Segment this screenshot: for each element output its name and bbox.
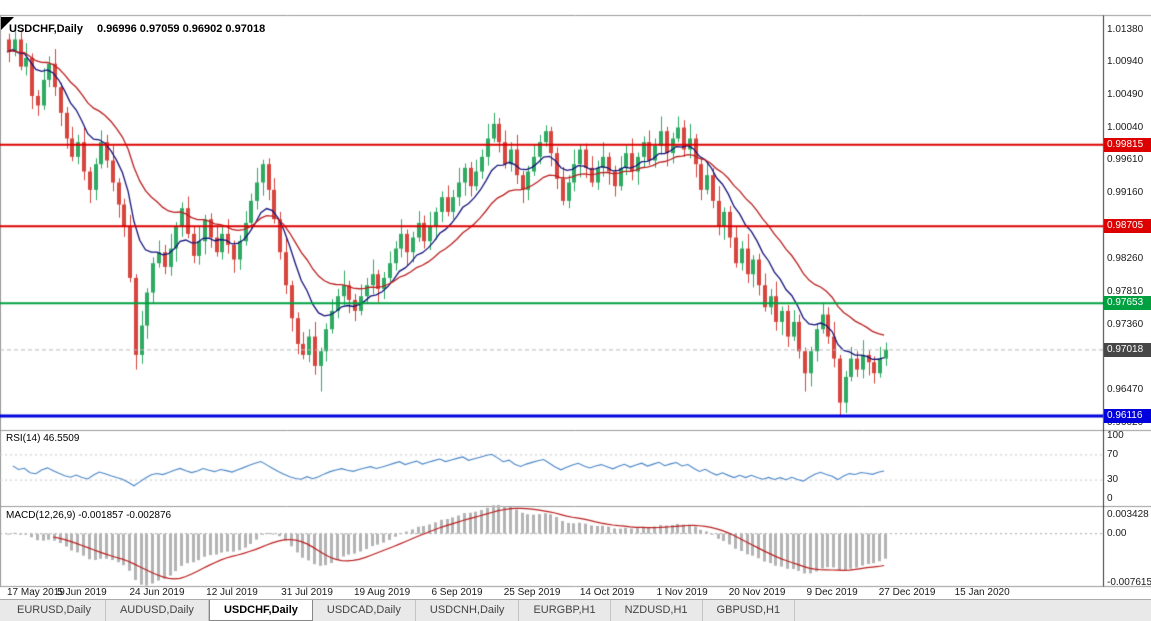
price-axis-label: 0.99160 xyxy=(1107,186,1144,198)
date-label: 12 Jul 2019 xyxy=(206,587,258,598)
macd-axis-label: 0.003428 xyxy=(1107,509,1149,520)
price-axis-label: 0.97360 xyxy=(1107,318,1144,330)
price-axis-label: 1.01380 xyxy=(1107,23,1144,35)
symbol-tab-usdcad-daily[interactable]: USDCAD,Daily xyxy=(313,600,416,621)
chart-title: USDCHF,Daily 0.96996 0.97059 0.96902 0.9… xyxy=(9,23,265,35)
price-axis-label: 0.97810 xyxy=(1107,285,1144,297)
symbol-tab-usdchf-daily[interactable]: USDCHF,Daily xyxy=(208,600,313,621)
symbol-tabbar: EURUSD,Daily AUDUSD,Daily USDCHF,Daily USDC… xyxy=(0,599,1151,621)
support-price-badge: 0.97653 xyxy=(1104,296,1151,311)
date-label: 25 Sep 2019 xyxy=(503,587,561,598)
date-label: 19 Aug 2019 xyxy=(353,587,411,598)
chart-ohlc-values: 0.96996 0.97059 0.96902 0.97018 xyxy=(96,23,266,35)
date-label: 31 Jul 2019 xyxy=(281,587,333,598)
date-label: 9 Dec 2019 xyxy=(806,587,858,598)
symbol-tab-eurusd-daily[interactable]: EURUSD,Daily xyxy=(3,600,106,621)
time-scale[interactable]: 17 May 2019 5 Jun 2019 24 Jun 2019 12 Jul 2… xyxy=(0,587,1104,599)
price-axis-label: 1.00040 xyxy=(1107,122,1144,134)
current-price-badge: 0.97018 xyxy=(1104,342,1151,357)
rsi-axis-label: 100 xyxy=(1107,430,1124,441)
rsi-axis-label: 0 xyxy=(1107,493,1113,504)
rsi-axis-label: 70 xyxy=(1107,448,1119,460)
macd-axis-label: -0.007615 xyxy=(1107,576,1151,588)
price-axis-label: 1.00940 xyxy=(1107,56,1144,68)
price-axis-label: 0.96470 xyxy=(1107,384,1144,396)
symbol-tab-nzdusd-h1[interactable]: NZDUSD,H1 xyxy=(611,600,703,621)
rsi-indicator-label: RSI(14) 46.5509 xyxy=(6,433,80,444)
date-label: 20 Nov 2019 xyxy=(728,587,786,598)
chart-start-marker-icon xyxy=(1,17,14,30)
resistance-price-badge: 0.98705 xyxy=(1104,219,1151,234)
date-label: 14 Oct 2019 xyxy=(579,587,635,598)
symbol-tab-audusd-daily[interactable]: AUDUSD,Daily xyxy=(106,600,209,621)
date-label: 24 Jun 2019 xyxy=(129,587,185,598)
chart-symbol-label: USDCHF,Daily xyxy=(9,23,83,35)
support-price-badge: 0.96116 xyxy=(1104,409,1151,424)
date-label: 17 May 2019 xyxy=(7,587,65,598)
rsi-axis-label: 30 xyxy=(1107,474,1119,486)
symbol-tab-usdcnh-daily[interactable]: USDCNH,Daily xyxy=(416,600,520,621)
price-axis-label: 0.98260 xyxy=(1107,252,1144,264)
price-scale[interactable]: 1.01380 1.00940 1.00490 1.00040 0.99610 0.991… xyxy=(1104,16,1151,588)
macd-indicator-label: MACD(12,26,9) -0.001857 -0.002876 xyxy=(6,510,172,521)
date-label: 5 Jun 2019 xyxy=(57,587,107,598)
date-label: 1 Nov 2019 xyxy=(656,587,708,598)
date-label: 15 Jan 2020 xyxy=(954,587,1010,598)
date-label: 27 Dec 2019 xyxy=(878,587,936,598)
price-axis-label: 0.99610 xyxy=(1107,153,1144,165)
symbol-tab-gbpusd-h1[interactable]: GBPUSD,H1 xyxy=(703,600,796,621)
macd-axis-label: 0.00 xyxy=(1107,527,1127,539)
price-axis-label: 1.00490 xyxy=(1107,89,1144,101)
resistance-price-badge: 0.99815 xyxy=(1104,137,1151,152)
date-label: 6 Sep 2019 xyxy=(431,587,483,598)
symbol-tab-eurgbp-h1[interactable]: EURGBP,H1 xyxy=(519,600,611,621)
